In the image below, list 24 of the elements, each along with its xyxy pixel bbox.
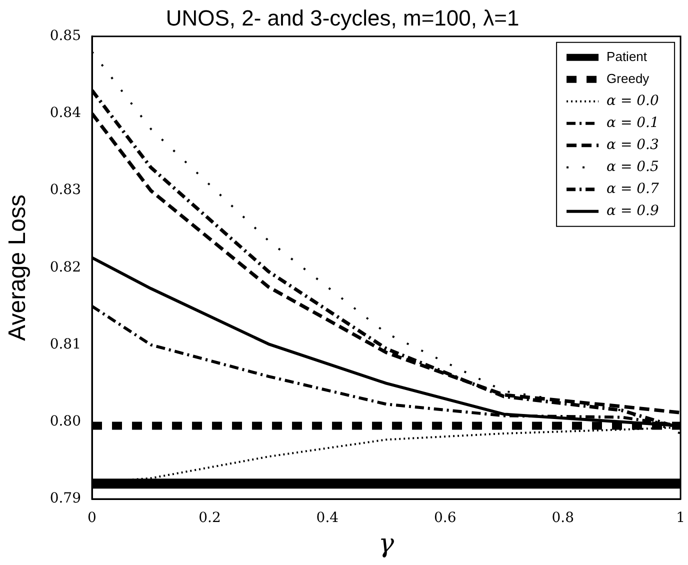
legend-label: α = 0.9 (606, 203, 659, 220)
y-tick-label: 0.82 (50, 259, 81, 276)
legend-label: α = 0.5 (606, 159, 659, 176)
y-tick-label: 0.83 (50, 182, 81, 198)
legend-label: α = 0.1 (606, 115, 659, 132)
x-axis-title: γ (378, 529, 394, 560)
legend-label: α = 0.3 (606, 137, 659, 154)
y-axis-title: Average Loss (4, 194, 32, 341)
y-tick-label: 0.81 (50, 336, 81, 352)
legend-label: α = 0.0 (606, 93, 659, 110)
y-tick-label: 0.84 (50, 105, 82, 122)
legend-label: Patient (606, 48, 648, 64)
x-tick-label: 1 (676, 510, 686, 526)
x-tick-label: 0 (88, 510, 96, 526)
x-tick-label: 0.4 (316, 510, 339, 526)
y-tick-label: 0.79 (50, 490, 81, 507)
x-tick-label: 0.6 (434, 510, 456, 526)
x-tick-label: 0.8 (552, 510, 574, 526)
x-tick-label: 0.2 (198, 510, 221, 526)
legend-label: Greedy (606, 70, 650, 86)
legend-label: α = 0.7 (606, 181, 659, 198)
chart-title: UNOS, 2- and 3-cycles, m=100, λ=1 (166, 5, 520, 30)
y-tick-label: 0.80 (50, 414, 81, 430)
y-tick-label: 0.85 (50, 28, 81, 44)
